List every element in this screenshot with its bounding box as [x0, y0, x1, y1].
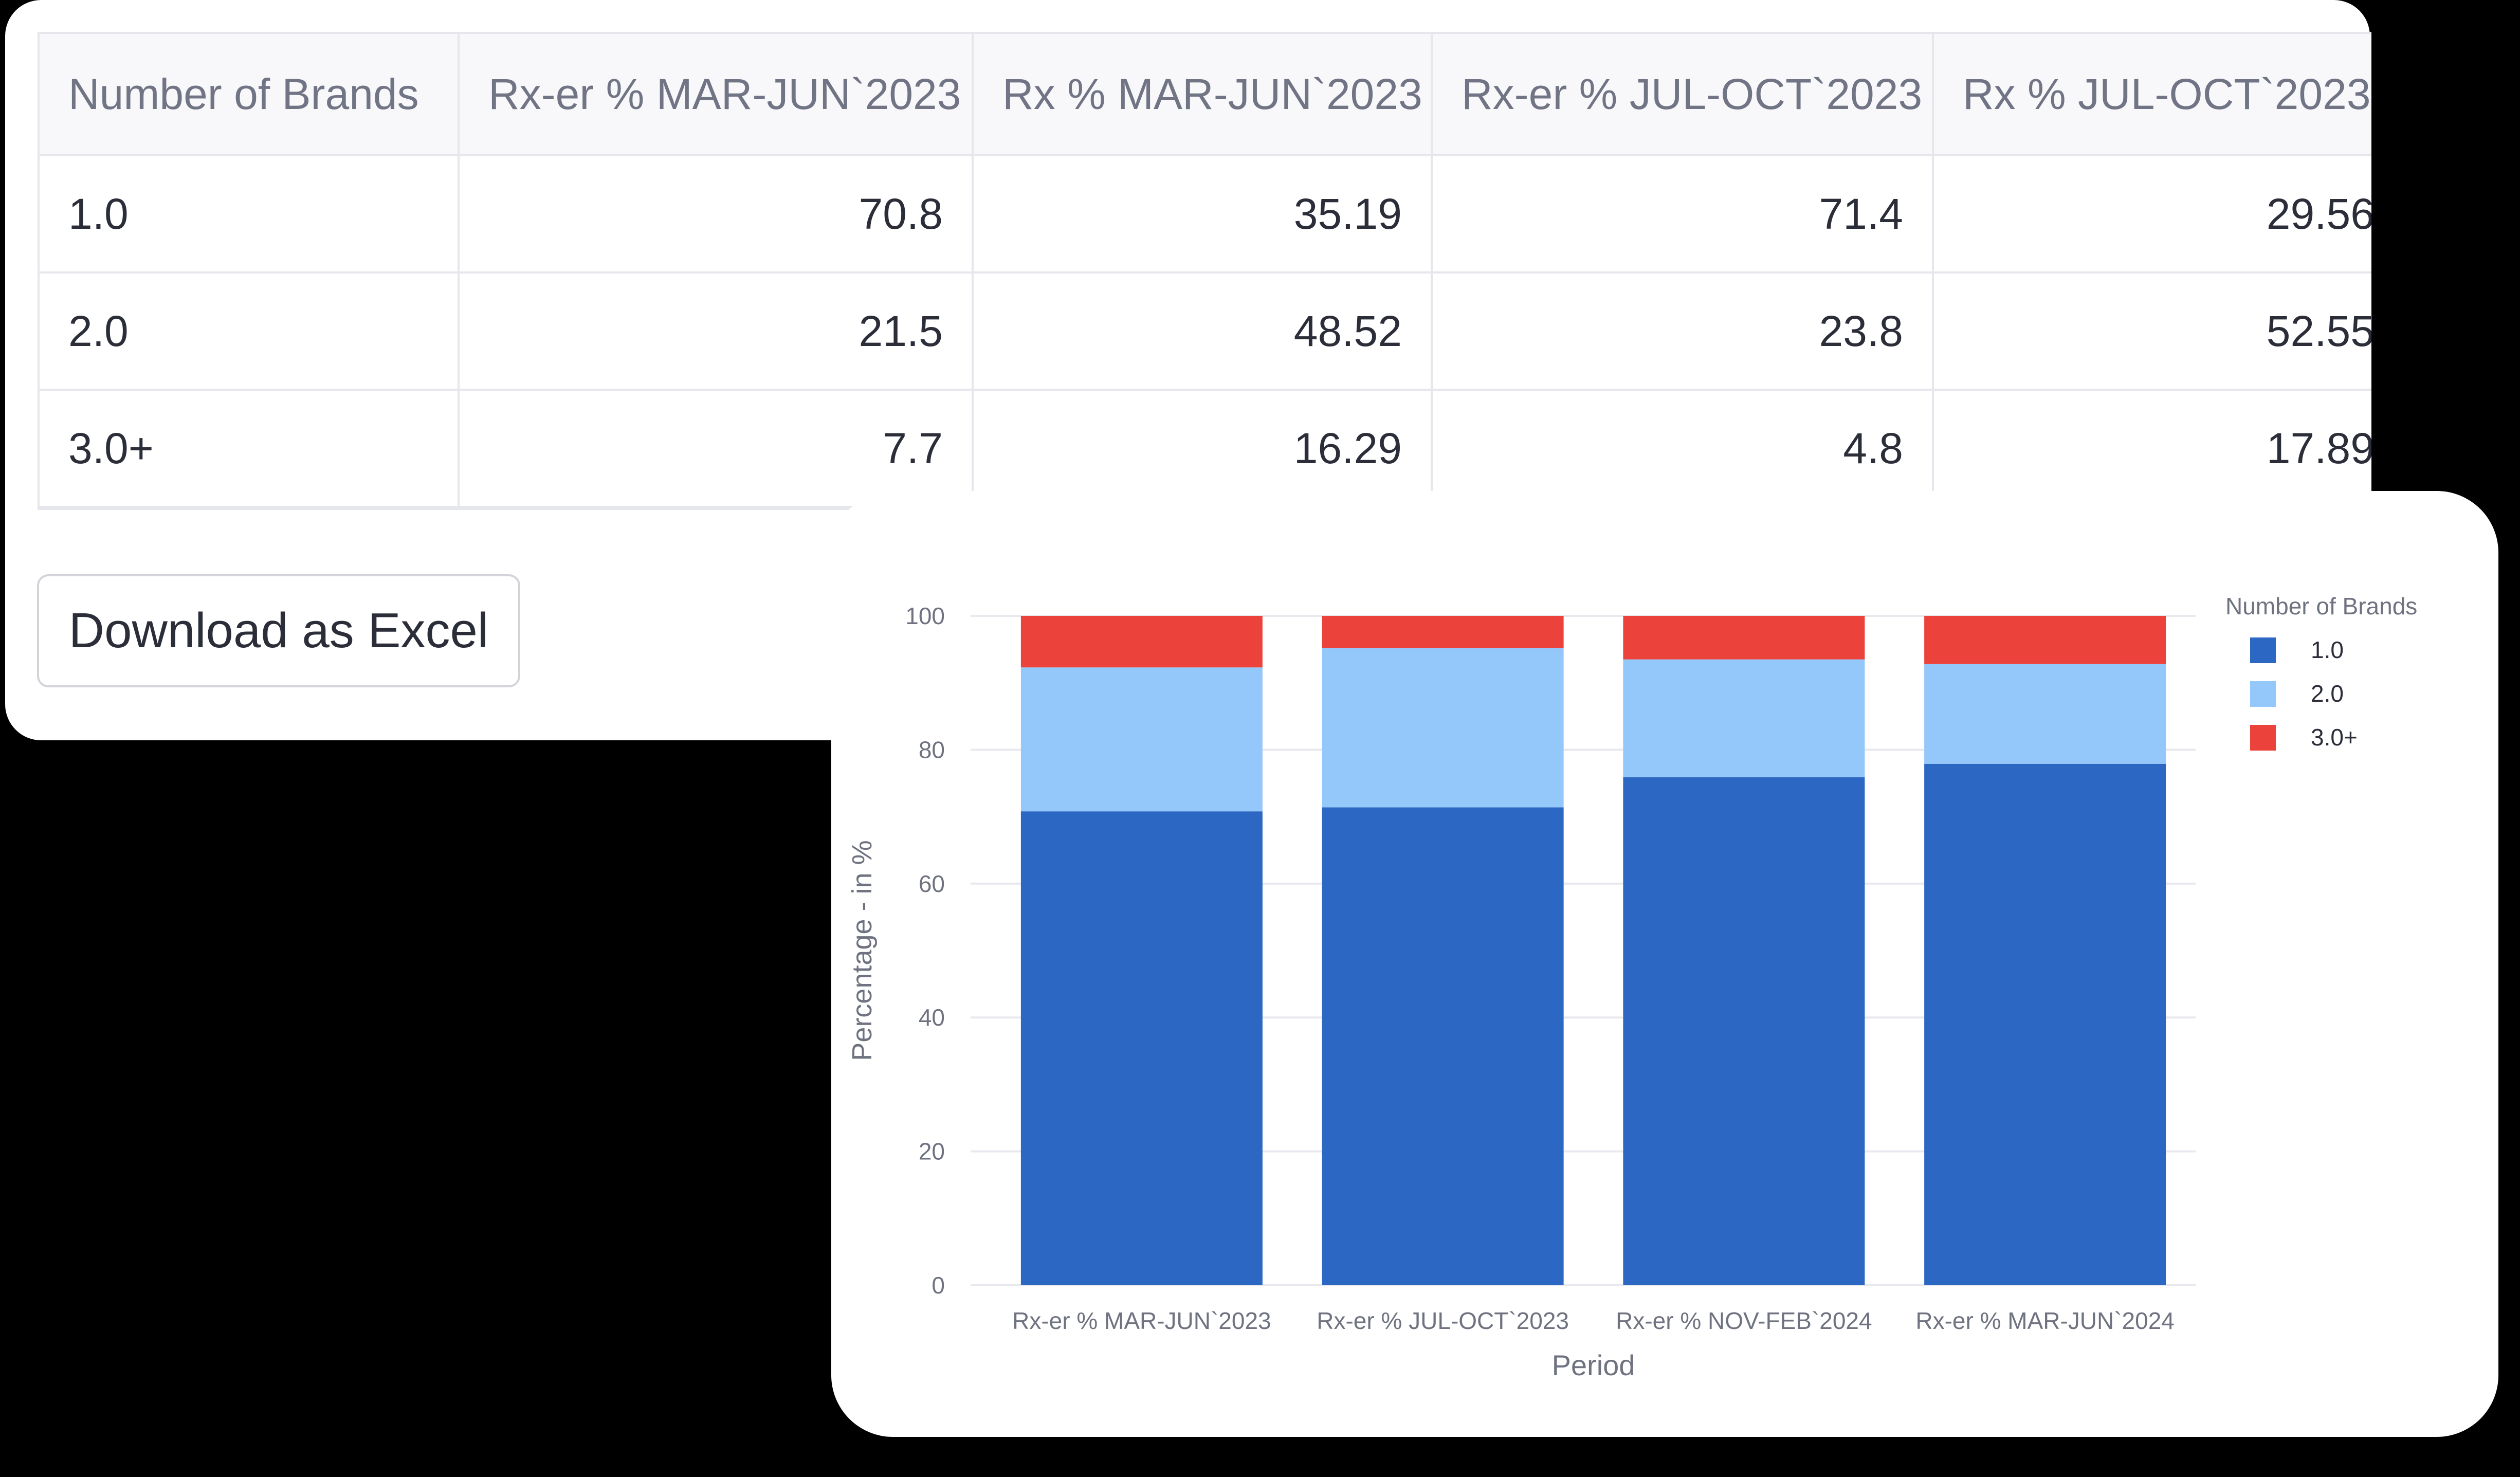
bar-segment [1924, 616, 2166, 664]
x-tick-label: Rx-er % JUL-OCT`2023 [1317, 1307, 1569, 1334]
table-cell: 52.55 [1933, 272, 2371, 391]
table-cell: 29.56 [1933, 155, 2371, 273]
legend-swatch [2250, 681, 2276, 707]
data-table: Number of Brands Rx-er % MAR-JUN`2023 Rx… [38, 32, 2371, 510]
bar-segment [1020, 616, 1263, 668]
y-axis-title: Percentage - in % [847, 840, 878, 1061]
legend-label: 1.0 [2311, 636, 2344, 663]
table-cell: 21.5 [459, 272, 974, 391]
bar-segment [1322, 648, 1564, 808]
x-tick-label: Rx-er % MAR-JUN`2024 [1915, 1307, 2175, 1334]
table-header-row: Number of Brands Rx-er % MAR-JUN`2023 Rx… [40, 34, 2371, 156]
table-cell: 17.89 [1933, 390, 2371, 508]
legend-label: 3.0+ [2311, 724, 2358, 751]
table-cell: 71.4 [1432, 155, 1934, 273]
table-cell: 4.8 [1432, 390, 1934, 508]
table-cell: 23.8 [1432, 272, 1934, 391]
legend-title: Number of Brands [2225, 593, 2417, 619]
y-tick-label: 80 [919, 736, 945, 763]
y-tick-label: 40 [919, 1004, 945, 1031]
table-cell: 48.52 [973, 272, 1433, 391]
y-tick-label: 0 [932, 1272, 945, 1299]
y-tick-label: 20 [919, 1138, 945, 1165]
table-cell: 16.29 [973, 390, 1433, 508]
column-header[interactable]: Rx % JUL-OCT`2023 [1933, 34, 2371, 156]
y-tick-label: 60 [919, 870, 945, 897]
legend-swatch [2250, 725, 2276, 751]
table-card: Number of Brands Rx-er % MAR-JUN`2023 Rx… [5, 0, 2371, 740]
bar-segment [1322, 616, 1564, 648]
x-tick-label: Rx-er % MAR-JUN`2023 [1012, 1307, 1271, 1334]
x-axis-title: Period [1552, 1349, 1635, 1381]
bar-segment [1020, 667, 1263, 812]
legend-swatch [2250, 637, 2276, 663]
bar-segment [1322, 807, 1564, 1285]
bar-segment [1623, 659, 1865, 777]
x-tick-label: Rx-er % NOV-FEB`2024 [1616, 1307, 1872, 1334]
chart-card: 0 20 40 60 80 100 Rx-er % MAR-JUN`2023 Rx-er % … [831, 491, 2498, 1437]
column-header[interactable]: Rx % MAR-JUN`2023 [973, 34, 1433, 156]
table-cell: 2.0 [40, 272, 460, 391]
y-tick-label: 100 [905, 603, 945, 629]
table-cell: 3.0+ [40, 390, 460, 508]
table-row: 3.0+ 7.7 16.29 4.8 17.89 [40, 390, 2371, 508]
bar-segment [1924, 763, 2166, 1285]
column-header[interactable]: Number of Brands [40, 34, 460, 156]
bar-segment [1623, 777, 1865, 1285]
legend-label: 2.0 [2311, 680, 2344, 707]
column-header[interactable]: Rx-er % MAR-JUN`2023 [459, 34, 974, 156]
table-cell: 70.8 [459, 155, 974, 273]
table-cell: 7.7 [459, 390, 974, 508]
download-excel-button[interactable]: Download as Excel [37, 574, 520, 687]
table-cell: 1.0 [40, 155, 460, 273]
column-header[interactable]: Rx-er % JUL-OCT`2023 [1432, 34, 1934, 156]
bar-segment [1020, 811, 1263, 1285]
table-row: 2.0 21.5 48.52 23.8 52.55 [40, 272, 2371, 391]
bar-segment [1924, 664, 2166, 764]
table-cell: 35.19 [973, 155, 1433, 273]
bar-segment [1623, 616, 1865, 660]
table-row: 1.0 70.8 35.19 71.4 29.56 [40, 155, 2371, 273]
stacked-bar-chart: 0 20 40 60 80 100 Rx-er % MAR-JUN`2023 Rx-er % … [847, 593, 2417, 1381]
